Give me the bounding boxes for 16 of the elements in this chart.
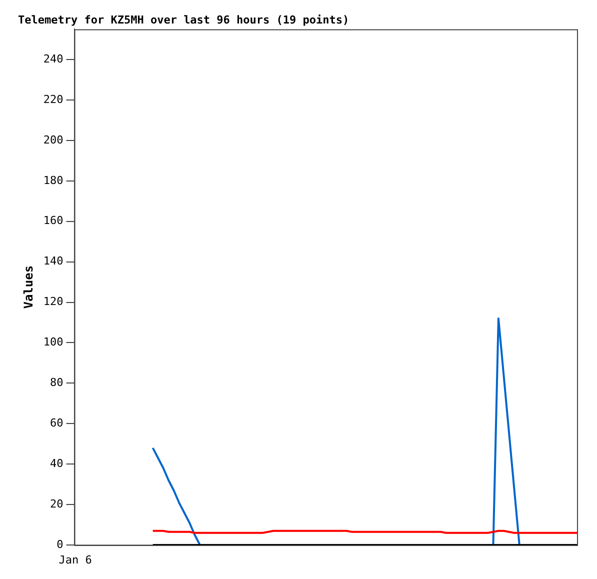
y-tick-label: 240 [43,52,64,66]
chart-title: Telemetry for KZ5MH over last 96 hours (19 points) [18,13,350,26]
y-tick-label: 160 [43,214,64,228]
y-tick-label: 20 [50,497,64,510]
y-tick-label: 100 [43,336,64,349]
y-tick-label: 80 [50,376,64,390]
y-tick-label: 0 [56,538,64,551]
y-tick-label: 40 [50,456,64,470]
y-tick-label: 180 [43,174,64,187]
y-tick-label: 220 [43,92,64,106]
y-axis-title: Values [21,265,36,309]
y-tick-label: 140 [43,254,64,268]
text: Jan 6 [58,553,92,566]
y-tick-label: 60 [50,416,64,430]
y-tick-label: 200 [43,133,64,146]
y-tick-label: 120 [43,295,64,308]
